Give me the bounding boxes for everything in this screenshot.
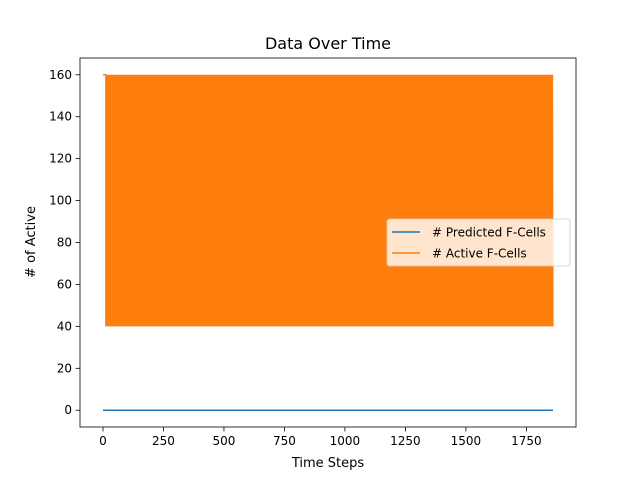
x-tick-label: 1750 [511,434,542,448]
x-tick-label: 0 [99,434,107,448]
legend-label: # Predicted F-Cells [432,226,546,240]
y-tick-label: 100 [49,194,72,208]
y-axis-label: # of Active [24,206,39,278]
x-tick-label: 1500 [451,434,482,448]
y-tick-label: 80 [57,236,72,250]
x-axis: 0 250 500 750 1000 1250 1500 1750 [99,427,542,448]
y-tick-label: 60 [57,277,72,291]
x-axis-label: Time Steps [291,456,365,471]
x-tick-label: 1250 [390,434,421,448]
y-tick-label: 160 [49,68,72,82]
y-tick-label: 140 [49,110,72,124]
plot-series [102,74,554,411]
x-tick-label: 750 [273,434,296,448]
legend-label: # Active F-Cells [432,247,527,261]
y-axis: 0 20 40 60 80 100 120 140 160 [49,68,80,417]
legend: # Predicted F-Cells # Active F-Cells [386,218,571,267]
y-tick-label: 0 [64,403,72,417]
y-tick-label: 20 [57,361,72,375]
x-tick-label: 500 [213,434,236,448]
y-tick-label: 40 [57,319,72,333]
series-line-active-f-cells [102,74,554,327]
legend-box [386,218,571,267]
y-tick-label: 120 [49,152,72,166]
chart-title: Data Over Time [265,34,391,53]
x-tick-label: 1000 [330,434,361,448]
x-tick-label: 250 [152,434,175,448]
